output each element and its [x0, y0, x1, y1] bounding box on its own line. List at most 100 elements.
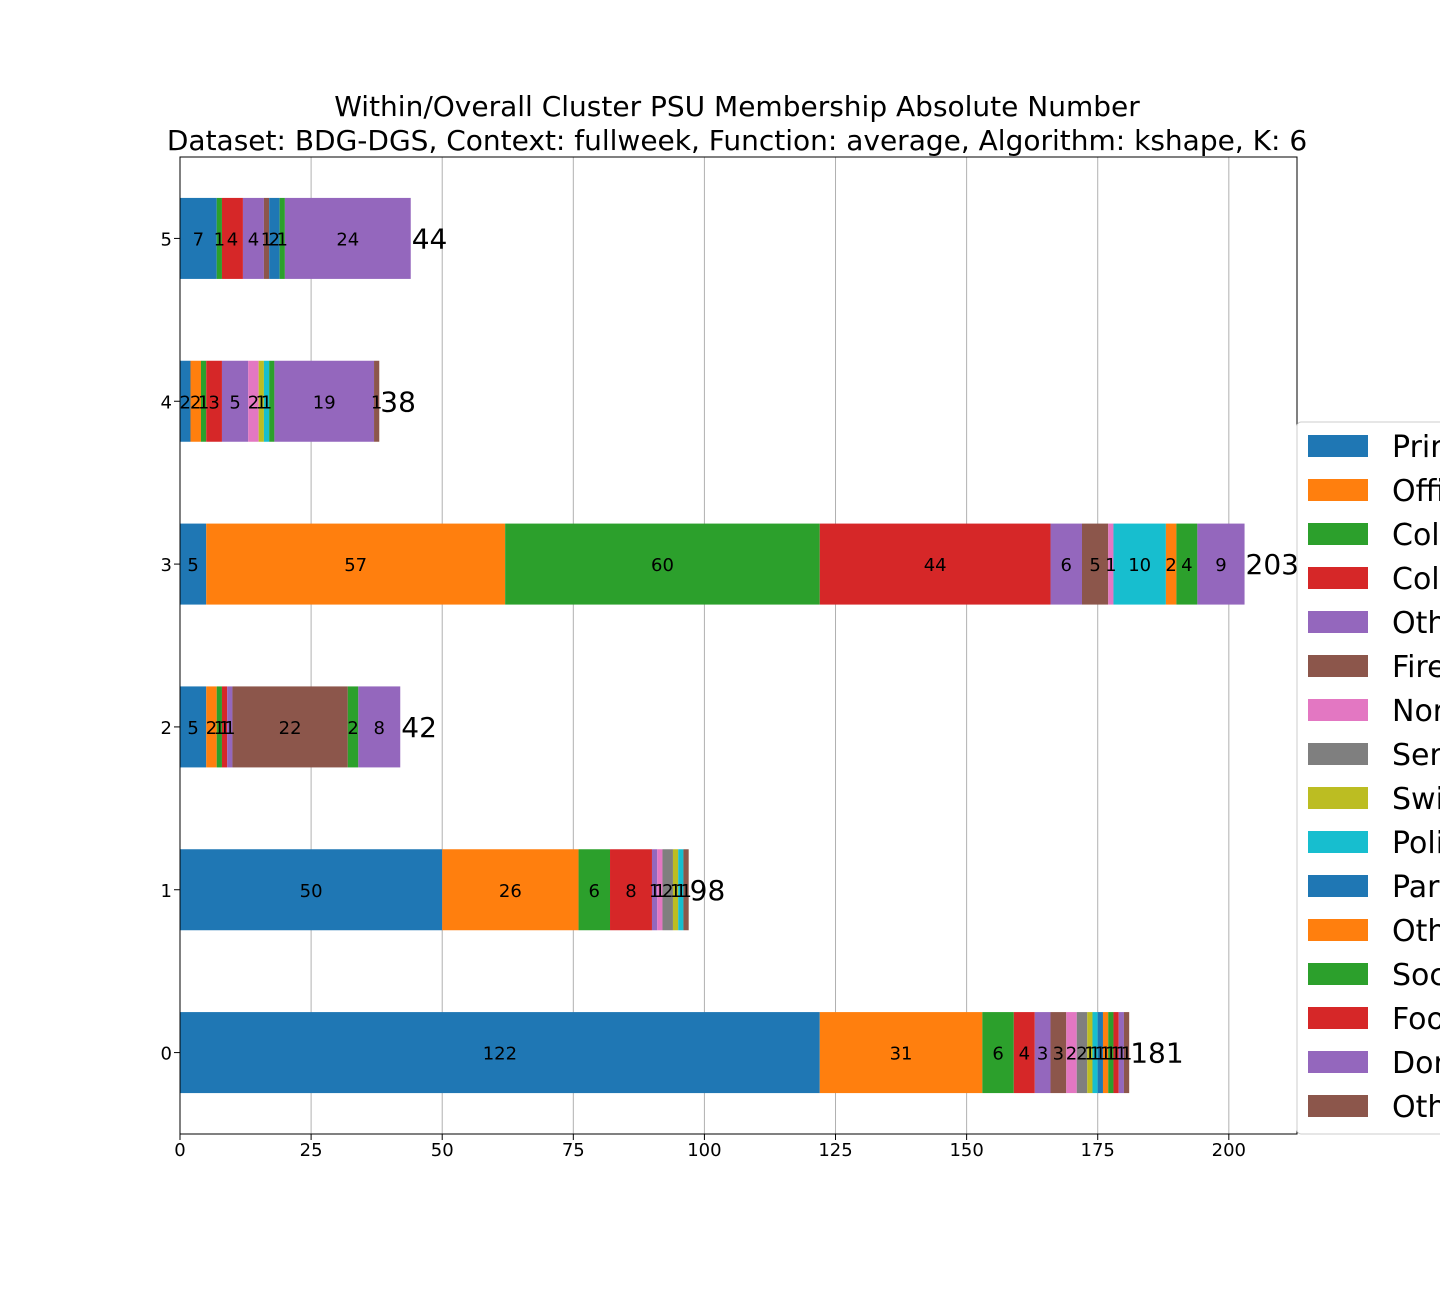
- legend-swatch: [1308, 1007, 1368, 1029]
- y-tick-label: 0: [161, 1044, 172, 1065]
- bar-total-label: 44: [412, 222, 448, 255]
- bar-segment: [1076, 1012, 1088, 1094]
- segment-value-label: 1: [1084, 1044, 1095, 1065]
- bar-segment: [1081, 523, 1109, 605]
- x-tick-label: 50: [431, 1140, 454, 1161]
- x-tick-label: 125: [818, 1140, 852, 1161]
- segment-value-label: 2: [1066, 1044, 1077, 1065]
- bar-segment: [221, 686, 228, 768]
- segment-value-label: 6: [992, 1044, 1003, 1065]
- segment-value-label: 1: [261, 229, 272, 250]
- bar-segment: [232, 686, 348, 768]
- bar-segment: [442, 849, 579, 931]
- segment-value-label: 1: [654, 881, 665, 902]
- segment-value-label: 1: [1100, 1044, 1111, 1065]
- segment-value-label: 1: [277, 229, 288, 250]
- bar-segment: [1092, 1012, 1098, 1094]
- segment-value-label: 1: [1121, 1044, 1132, 1065]
- bar-segment: [284, 197, 411, 279]
- segment-value-label: 1: [219, 718, 230, 739]
- legend-swatch: [1308, 743, 1368, 765]
- legend-entry-label: Foo: [1392, 1002, 1440, 1037]
- legend-entry-label: Oth: [1392, 1090, 1440, 1125]
- segment-value-label: 6: [1061, 555, 1072, 576]
- legend: Prim Offi Col Col Oth Fire Nor Ser Swi Poli Par Oth…: [1296, 421, 1440, 1135]
- segment-value-label: 1: [1105, 1044, 1116, 1065]
- segment-value-label: 22: [279, 718, 302, 739]
- x-tick-label: 25: [300, 1140, 323, 1161]
- bar-total-label: 98: [690, 874, 726, 907]
- segment-value-label: 3: [208, 392, 219, 413]
- bar-segment: [1066, 1012, 1077, 1094]
- segment-value-label: 1: [1089, 1044, 1100, 1065]
- bar-segment: [227, 686, 233, 768]
- segment-value-label: 6: [589, 881, 600, 902]
- bar-segment: [1108, 523, 1114, 605]
- segment-value-label: 2: [180, 392, 191, 413]
- legend-entry-label: Poli: [1392, 826, 1440, 861]
- bars: [180, 197, 1245, 1094]
- segment-value-label: 1: [214, 718, 225, 739]
- segment-value-label: 1: [256, 392, 267, 413]
- chart-subtitle: Dataset: BDG-DGS, Context: fullweek, Fun…: [167, 124, 1307, 157]
- segment-value-label: 1: [214, 229, 225, 250]
- bar-segment: [1123, 1012, 1130, 1094]
- bar-segment: [269, 197, 280, 279]
- y-tick-label: 1: [161, 881, 172, 902]
- x-tick-label: 175: [1081, 1140, 1115, 1161]
- segment-value-label: 57: [344, 555, 367, 576]
- bar-segment: [1050, 523, 1082, 605]
- bar-segment: [819, 1012, 983, 1094]
- bar-segment: [279, 197, 285, 279]
- legend-swatch: [1308, 611, 1368, 633]
- chart-title: Within/Overall Cluster PSU Membership Ab…: [334, 90, 1140, 123]
- bar-segment: [657, 849, 663, 931]
- segment-value-label: 1: [1105, 555, 1116, 576]
- segment-value-label: 5: [187, 718, 198, 739]
- bar-segment: [180, 686, 207, 768]
- legend-entry-label: Col: [1392, 518, 1440, 553]
- bar-segment: [206, 686, 217, 768]
- legend-entry-label: Offi: [1392, 474, 1440, 509]
- legend-swatch: [1308, 567, 1368, 589]
- bar-segment: [200, 360, 207, 442]
- legend-swatch: [1308, 655, 1368, 677]
- legend-entry-label: Ser: [1392, 738, 1440, 773]
- bar-segment: [358, 686, 401, 768]
- bar-segment: [258, 360, 264, 442]
- bar-segment: [221, 197, 243, 279]
- bar-segment: [269, 360, 275, 442]
- segment-value-label: 7: [193, 229, 204, 250]
- bar-segment: [216, 197, 222, 279]
- bar-segment: [1113, 1012, 1119, 1094]
- segment-value-label: 26: [499, 881, 522, 902]
- legend-entry-label: Dor: [1392, 1046, 1440, 1081]
- legend-entry-label: Oth: [1392, 914, 1440, 949]
- segment-value-label: 1: [675, 881, 686, 902]
- bar-segment: [819, 523, 1051, 605]
- legend-swatch: [1308, 479, 1368, 501]
- segment-value-label: 2: [662, 881, 673, 902]
- segment-value-label: 1: [670, 881, 681, 902]
- x-tick-label: 150: [949, 1140, 983, 1161]
- segment-value-label: 5: [187, 555, 198, 576]
- bar-segment: [374, 360, 380, 442]
- bar-segment: [180, 523, 207, 605]
- bar-segment: [263, 360, 270, 442]
- legend-box: [1296, 421, 1440, 1135]
- bar-segment: [672, 849, 679, 931]
- segment-value-label: 1: [1095, 1044, 1106, 1065]
- bar-segment: [180, 849, 443, 931]
- legend-swatch: [1308, 963, 1368, 985]
- segment-value-label: 1: [1116, 1044, 1127, 1065]
- y-tick-label: 3: [161, 555, 172, 576]
- segment-value-label: 1: [649, 881, 660, 902]
- bar-segment: [982, 1012, 1014, 1094]
- legend-swatch: [1308, 787, 1368, 809]
- segment-value-label: 1: [1110, 1044, 1121, 1065]
- bar-segment: [206, 523, 506, 605]
- bar-segment: [1013, 1012, 1035, 1094]
